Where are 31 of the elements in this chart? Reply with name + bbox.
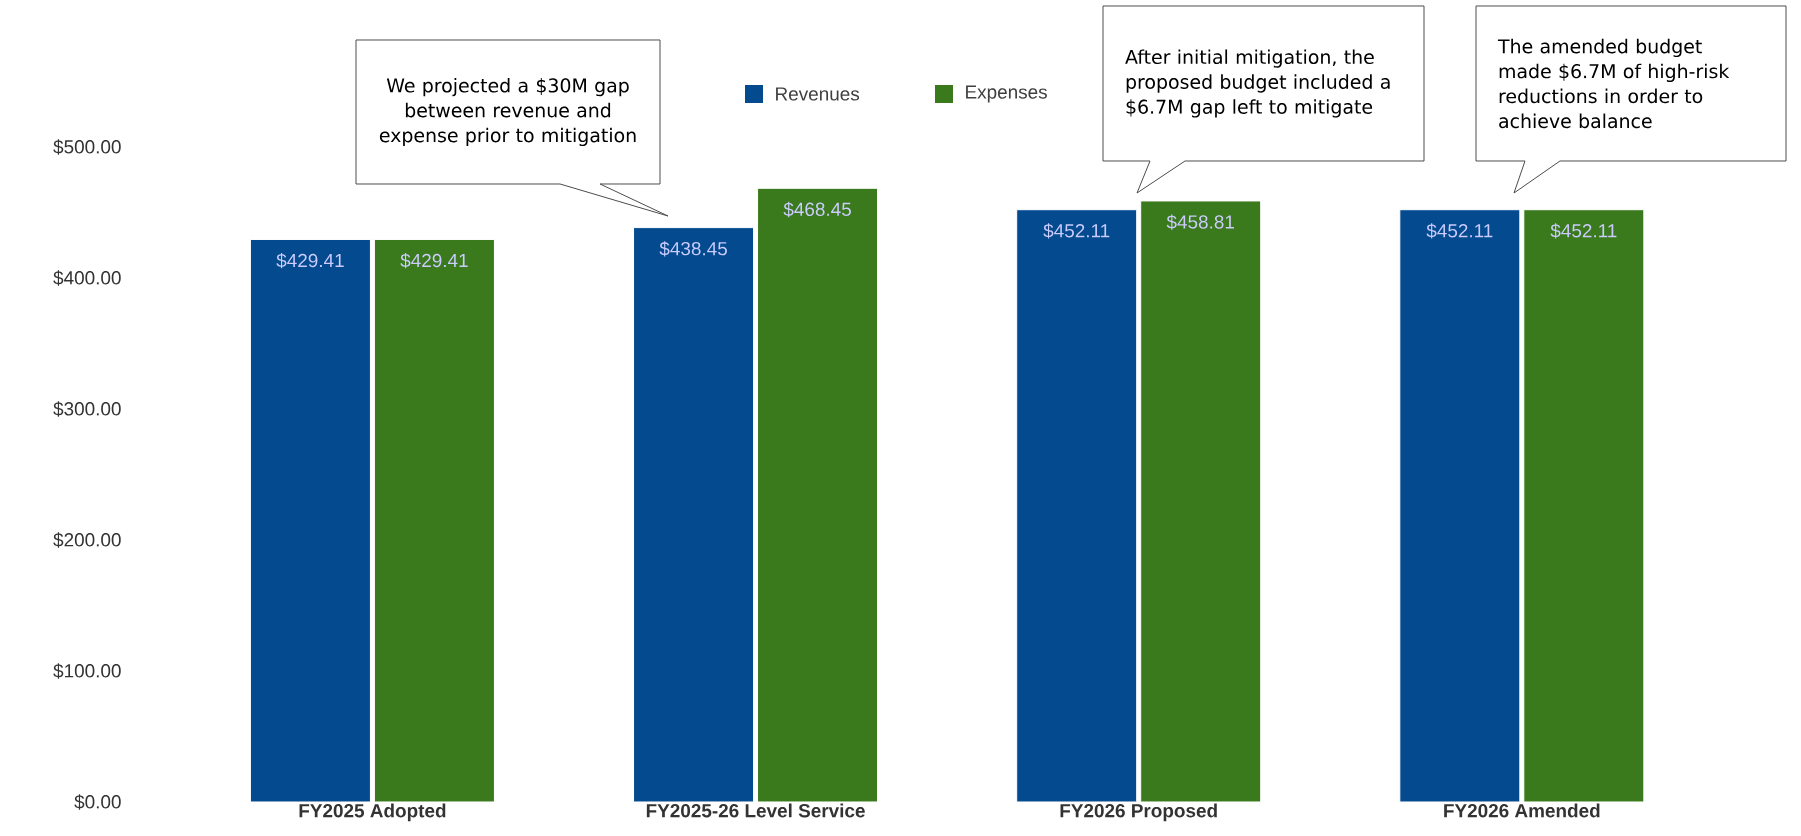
data-label: $452.11 <box>1043 223 1110 239</box>
data-label: $438.45 <box>659 241 727 257</box>
bar <box>373 238 495 803</box>
text: We projected a $30M gap between revenue and expense prior to mitigation <box>379 77 636 147</box>
data-label: $452.11 <box>1550 223 1617 239</box>
data-label: $458.81 <box>1166 214 1234 230</box>
legend-label: Expenses <box>966 85 1047 103</box>
data-label: $452.11 <box>1426 223 1493 239</box>
bar <box>633 227 755 803</box>
bar <box>1016 209 1138 803</box>
data-label: $468.45 <box>783 201 851 218</box>
y-tick-label: $0.00 <box>74 794 121 810</box>
text: After initial mitigation, the proposed budget included a $6.7M gap left to mitigate <box>1125 49 1390 118</box>
y-tick-label: $500.00 <box>53 139 121 155</box>
y-tick-label: $400.00 <box>53 270 121 286</box>
data-label: $429.41 <box>276 252 344 269</box>
text: The amended budget made $6.7M of high-risk reductions in order to achieve balance <box>1497 38 1730 129</box>
y-tick-label: $200.00 <box>53 532 121 548</box>
bar <box>1523 209 1645 803</box>
legend-label: Revenues <box>776 87 860 101</box>
bar <box>1140 200 1262 803</box>
x-tick-label: FY2026 Amended <box>1444 803 1600 818</box>
y-tick-label: $300.00 <box>53 401 121 417</box>
bar <box>1399 209 1521 803</box>
bar <box>757 187 879 803</box>
bar <box>249 238 371 803</box>
x-tick-label: FY2025-26 Level Service <box>646 803 865 818</box>
x-tick-label: FY2025 Adopted <box>299 803 446 822</box>
x-tick-label: FY2026 Proposed <box>1060 803 1217 822</box>
y-tick-label: $100.00 <box>53 663 121 679</box>
data-label: $429.41 <box>400 252 468 269</box>
